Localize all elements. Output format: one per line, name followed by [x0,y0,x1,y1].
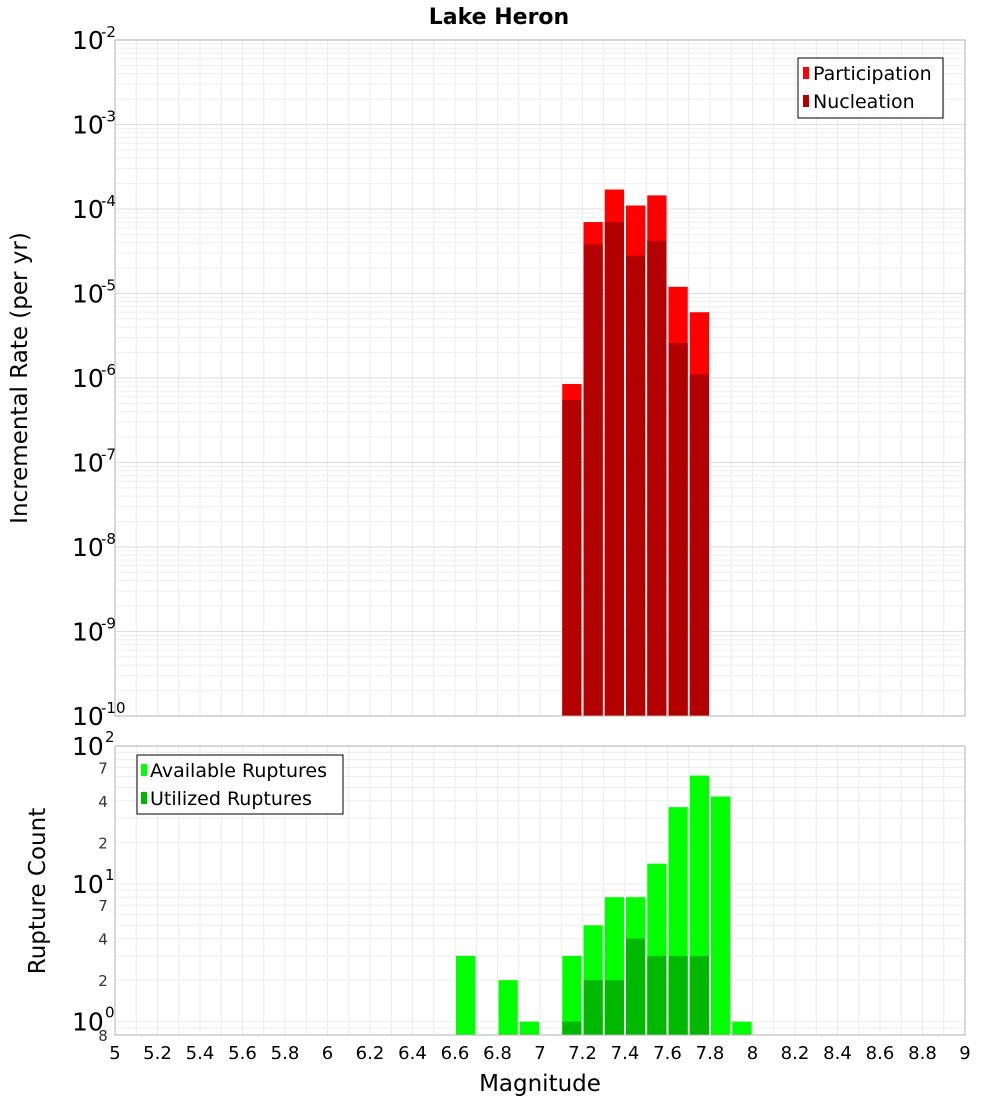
rate-bar-nucleation [668,342,688,716]
legend-label-participation: Participation [813,63,932,85]
rate-bars [562,189,709,717]
legend-swatch-available [141,764,147,776]
rate-y-tick-exponent: -5 [101,277,116,295]
x-axis-title: Magnitude [479,1071,601,1097]
x-tick-label: 9 [959,1043,970,1064]
rate-y-tick-label: 10 [72,533,104,562]
rate-bar-nucleation [689,374,709,716]
x-tick-label: 8 [747,1043,758,1064]
rate-legend-box [797,57,944,119]
legend-swatch-utilized [141,792,147,804]
rate-y-tick-exponent: -9 [101,615,116,633]
x-tick-label: 8.4 [823,1043,852,1064]
rate-gridlines [114,40,966,717]
count-y-minor-label: 7 [98,759,108,777]
x-tick-label: 7.4 [611,1043,640,1064]
rate-y-tick-exponent: -4 [101,192,116,210]
count-bar-utilized-ruptures [562,1021,582,1035]
rate-legend: Participation Nucleation [797,57,944,119]
legend-label-available: Available Ruptures [150,760,327,782]
count-plot-border [114,745,966,1036]
count-y-tick-exponent: 0 [105,1004,115,1022]
rate-y-tick-exponent: -2 [101,23,116,41]
rate-y-tick-label: 10 [72,364,104,393]
count-bar-utilized-ruptures [604,980,624,1035]
rate-y-tick-label: 10 [72,111,104,140]
count-y-minor-label: 2 [98,972,108,990]
rate-y-tick-exponent: -6 [101,361,116,379]
x-tick-label: 5.2 [143,1043,172,1064]
rate-y-tick-label: 10 [72,702,104,731]
rate-y-tick-label: 10 [72,195,104,224]
rate-bar-nucleation [604,222,624,716]
x-tick-label: 7 [534,1043,545,1064]
legend-swatch-participation [803,67,809,79]
count-bar-utilized-ruptures [689,955,709,1035]
legend-label-nucleation: Nucleation [813,91,915,113]
x-tick-label: 6.8 [483,1043,512,1064]
rate-y-tick-label: 10 [72,26,104,55]
x-tick-label: 6.4 [398,1043,427,1064]
rate-y-tick-exponent: -3 [101,108,116,126]
count-y-minor-label: 7 [98,897,108,915]
legend-label-utilized: Utilized Ruptures [150,788,312,810]
count-bar-available-ruptures [519,1021,539,1035]
rate-bar-nucleation [562,399,582,716]
rate-y-tick-exponent: -7 [101,446,116,464]
rate-panel: 10-210-310-410-510-610-710-810-910-10 In… [7,23,966,731]
count-y-tick-label: 10 [72,870,104,899]
rate-y-tick-label: 10 [72,618,104,647]
count-bar-utilized-ruptures [647,955,667,1035]
count-y-minor-label: 8 [98,1027,108,1045]
x-tick-label: 8.6 [866,1043,895,1064]
count-legend-box [136,754,344,815]
x-tick-label: 6.2 [356,1043,385,1064]
chart-title: Lake Heron [429,5,569,30]
rate-y-tick-exponent: -8 [101,530,116,548]
count-bar-available-ruptures [732,1021,752,1035]
x-tick-label: 5.6 [228,1043,257,1064]
count-bar-utilized-ruptures [668,955,688,1035]
legend-swatch-nucleation [803,95,809,107]
x-tick-label: 7.2 [568,1043,597,1064]
x-tick-label: 7.8 [696,1043,725,1064]
count-y-tick-exponent: 2 [105,728,115,746]
x-tick-label: 5.8 [271,1043,300,1064]
count-bar-available-ruptures [498,980,518,1035]
count-y-tick-label: 10 [72,732,104,761]
x-axis-ticks: 5 5.2 5.4 5.6 5.8 6 6.2 6.4 6.6 6.8 7 7.2 7.4 7.6 7.8 8… [109,1043,970,1064]
x-tick-label: 8.8 [908,1043,937,1064]
rate-y-tick-label: 10 [72,280,104,309]
x-tick-label: 8.2 [781,1043,810,1064]
count-y-axis-title: Rupture Count [25,808,51,974]
rate-y-tick-label: 10 [72,449,104,478]
count-bars [456,775,752,1035]
rate-bar-nucleation [647,240,667,716]
count-y-minor-label: 2 [98,834,108,852]
count-bar-available-ruptures [456,955,476,1035]
rate-y-axis-title: Incremental Rate (per yr) [7,232,33,524]
count-bar-utilized-ruptures [583,980,603,1035]
x-tick-label: 6.6 [441,1043,470,1064]
count-legend: Available Ruptures Utilized Ruptures [136,754,344,815]
rate-plot-border [114,39,966,717]
count-bar-utilized-ruptures [626,938,646,1035]
count-bar-available-ruptures [711,796,731,1035]
count-bar-available-ruptures [562,955,582,1035]
x-tick-label: 6 [322,1043,333,1064]
x-tick-label: 5 [109,1043,120,1064]
x-tick-label: 7.6 [653,1043,682,1064]
rate-bar-nucleation [626,255,646,716]
count-y-tick-label: 10 [72,1008,104,1037]
rate-y-tick-exponent: -10 [101,699,126,717]
count-y-minor-label: 4 [98,931,108,949]
x-tick-label: 5.4 [186,1043,215,1064]
rate-y-ticks: 10-210-310-410-510-610-710-810-910-10 [72,23,126,731]
count-y-minor-label: 4 [98,793,108,811]
count-y-tick-exponent: 1 [105,866,115,884]
rate-bar-nucleation [583,244,603,716]
